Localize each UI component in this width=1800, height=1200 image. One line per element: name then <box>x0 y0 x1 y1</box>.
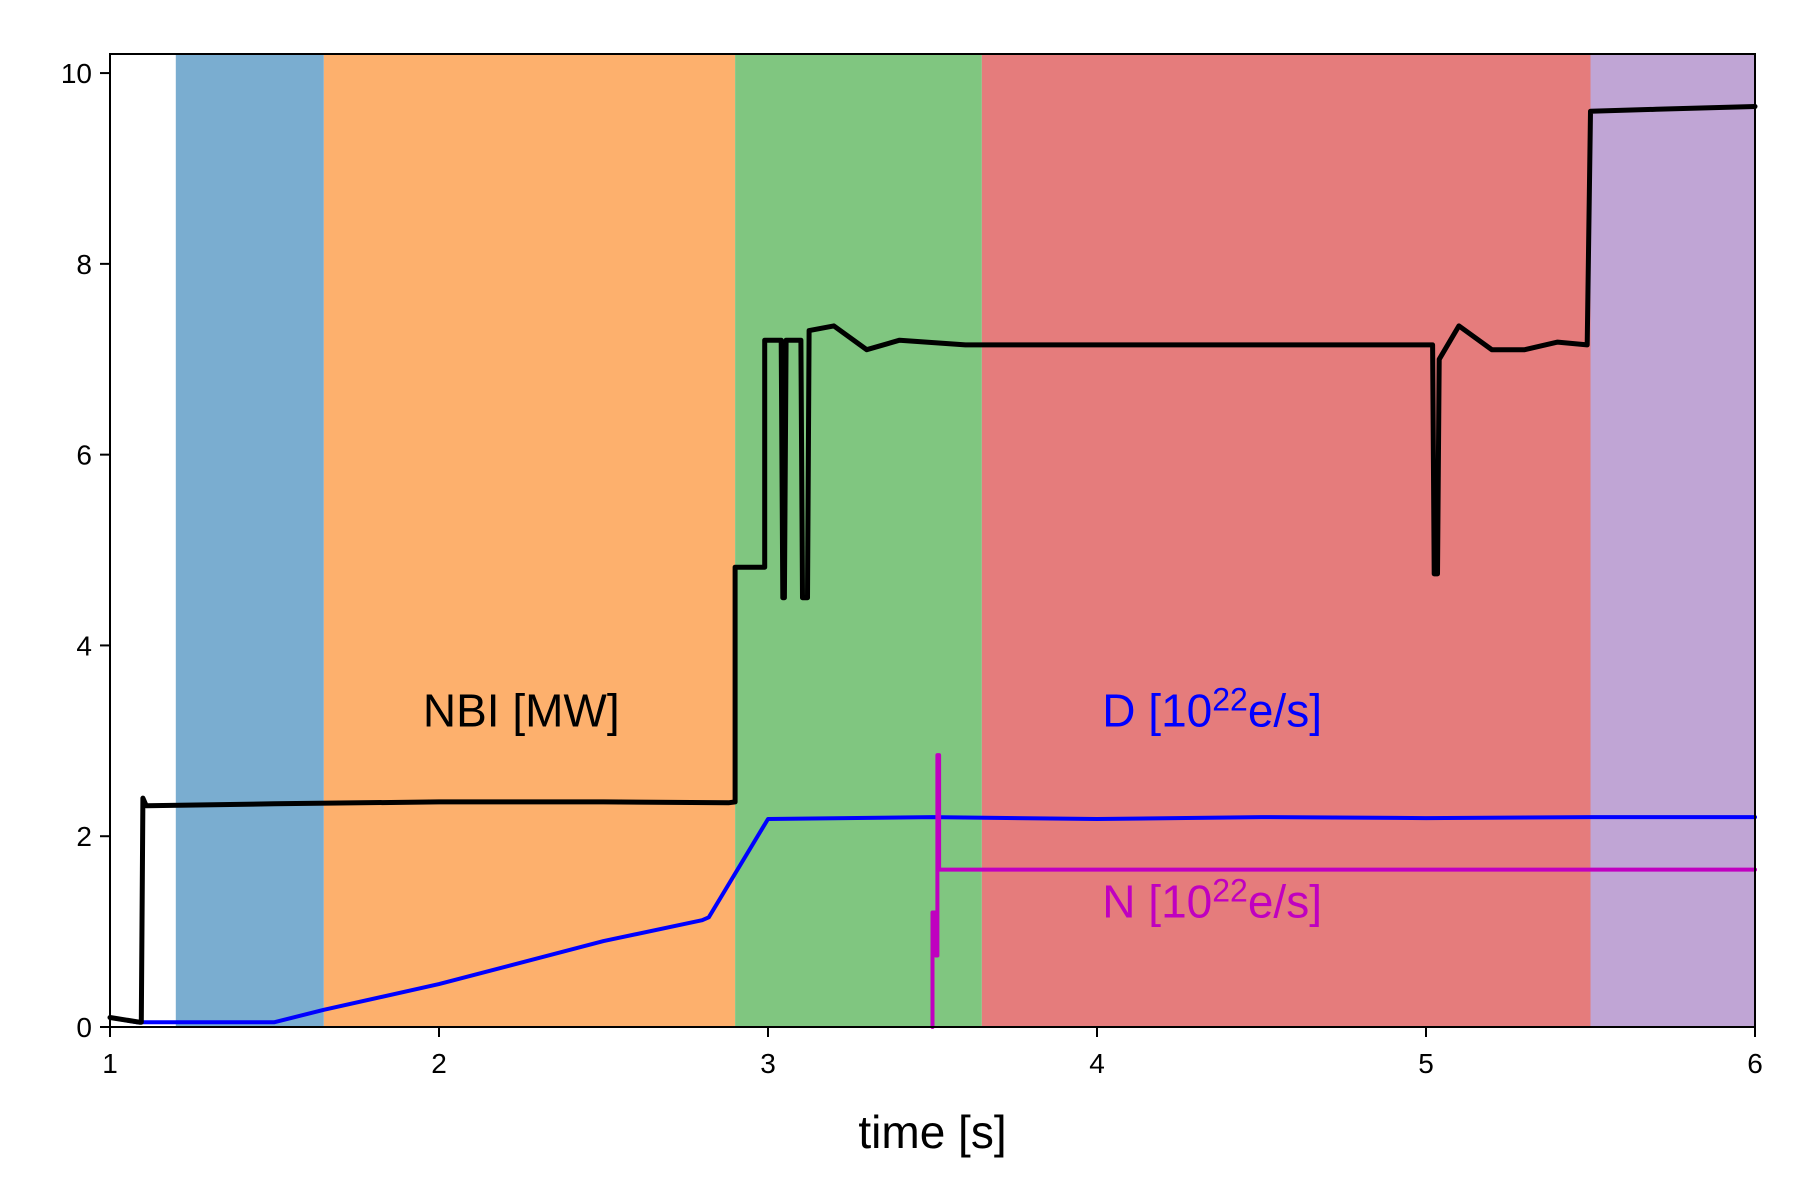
plot-frame <box>109 53 1756 1028</box>
y-tick-label-6: 10 <box>61 58 92 89</box>
phase-band-2 <box>323 54 736 1027</box>
series-labels: NBI [MW] D [1022e/s] N [1022e/s] <box>423 682 1322 928</box>
x-tick-label-4: 4 <box>1089 1048 1105 1079</box>
phase-band-3 <box>735 54 982 1027</box>
y-axis: 0 2 4 6 8 10 <box>61 58 110 1043</box>
y-tick-label-5: 8 <box>76 249 92 280</box>
series-label-1: NBI [MW] <box>423 685 620 737</box>
y-tick-label-4: 6 <box>76 440 92 471</box>
series-line-3 <box>930 753 1757 1029</box>
phase-band-4 <box>981 54 1591 1027</box>
x-axis-label: time [s] <box>858 1106 1006 1158</box>
series-line-1 <box>107 104 1758 1025</box>
x-tick-label-1: 1 <box>102 1048 118 1079</box>
x-axis: 1 2 3 4 5 6 <box>102 1027 1763 1079</box>
y-tick-label-3: 4 <box>76 630 92 661</box>
series-line-2 <box>108 815 1757 1025</box>
y-tick-label-2: 2 <box>76 821 92 852</box>
background-bands <box>175 54 1755 1027</box>
x-tick-label-2: 2 <box>431 1048 447 1079</box>
series-label-3: N [1022e/s] <box>1102 872 1322 927</box>
series-group <box>107 104 1758 1029</box>
y-tick-label-1: 0 <box>76 1012 92 1043</box>
x-tick-label-5: 5 <box>1418 1048 1434 1079</box>
phase-band-5 <box>1590 54 1755 1027</box>
x-tick-label-3: 3 <box>760 1048 776 1079</box>
phase-band-1 <box>175 54 324 1027</box>
x-tick-label-6: 6 <box>1747 1048 1763 1079</box>
series-label-2: D [1022e/s] <box>1102 682 1322 737</box>
